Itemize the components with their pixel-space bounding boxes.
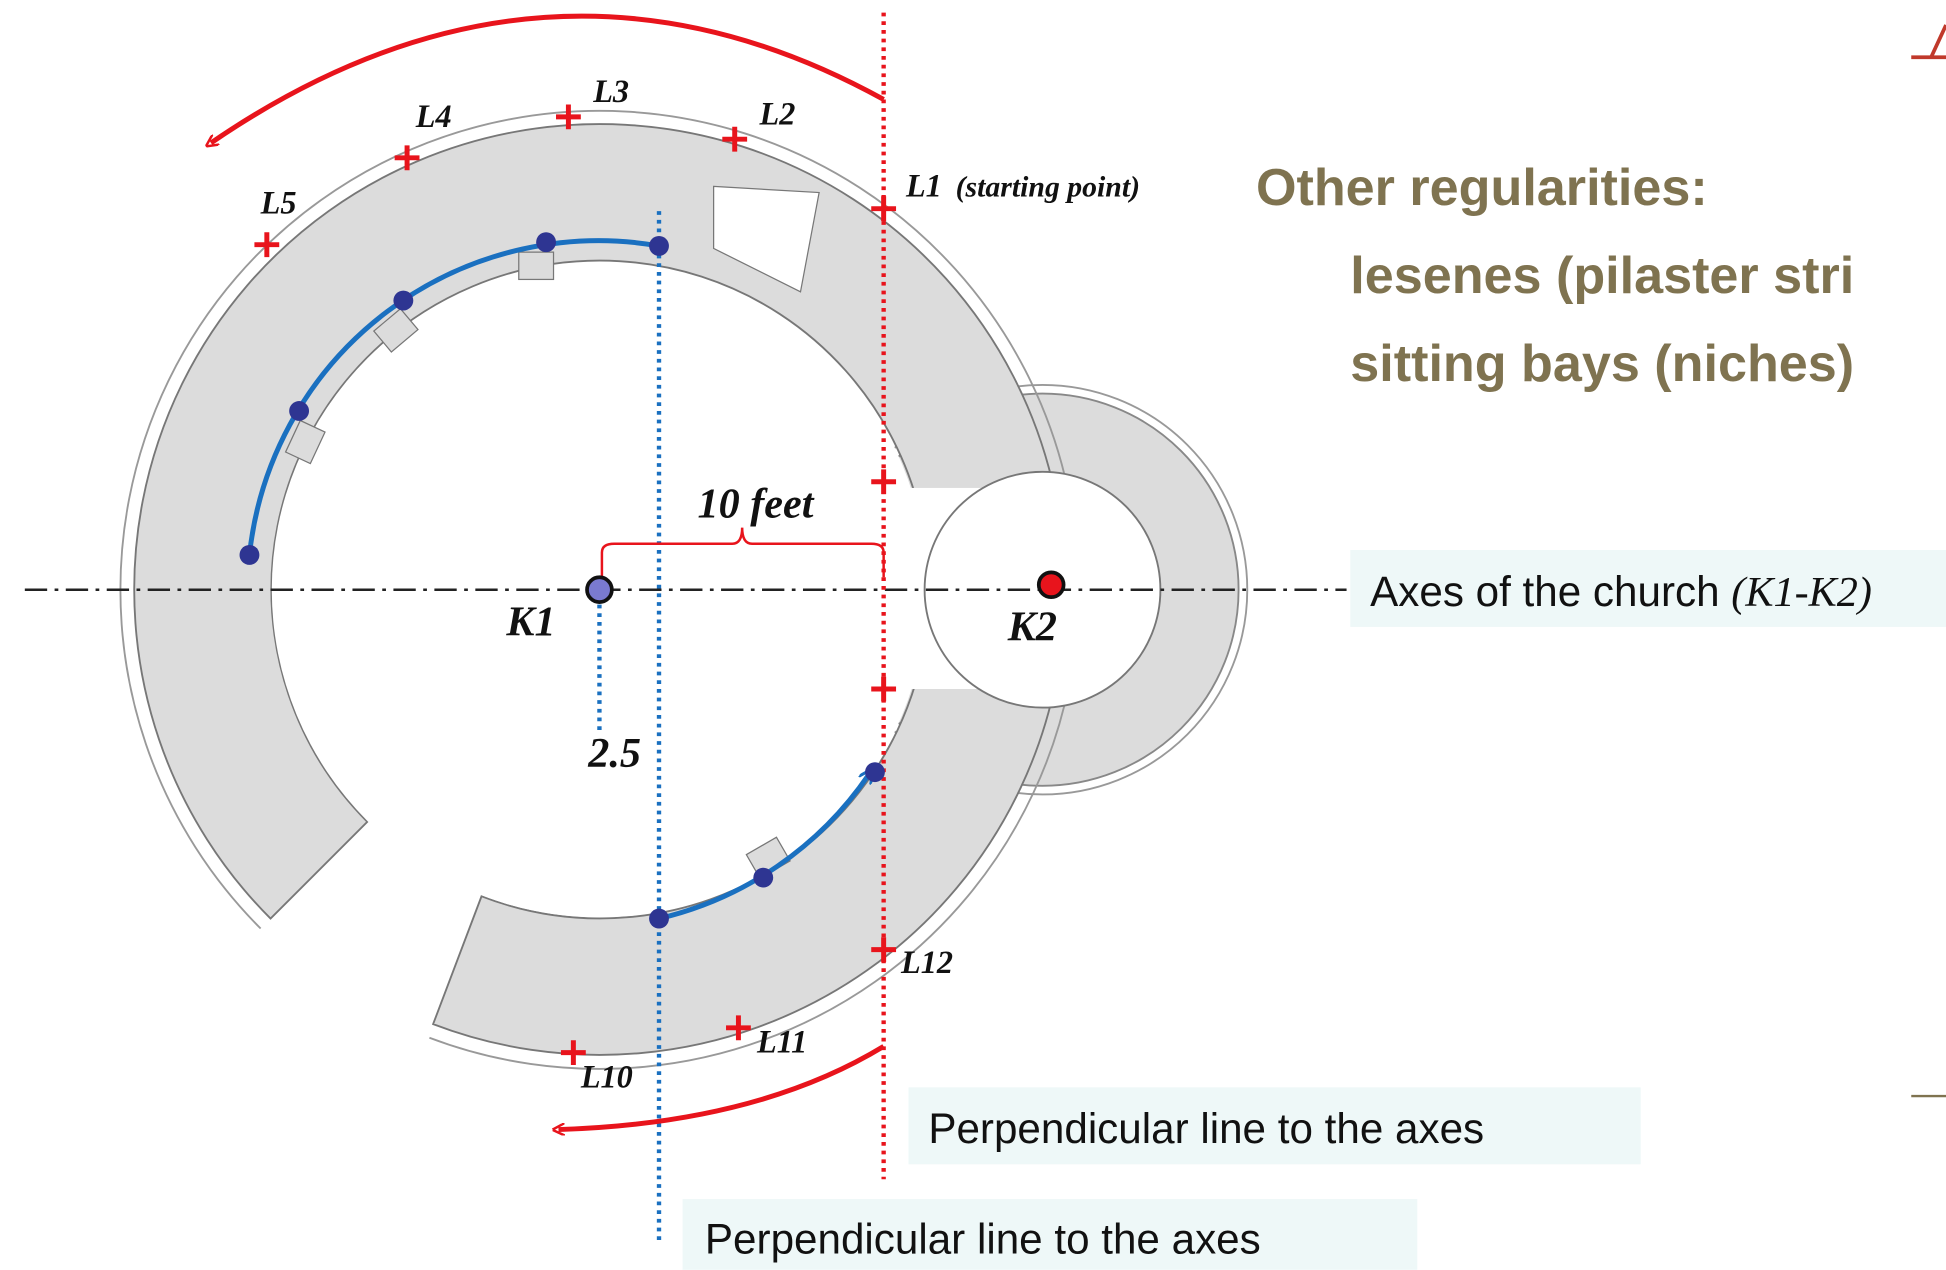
axes-note: Axes of the church (K1-K2) — [1370, 568, 1872, 616]
lesene-label: L1 — [905, 167, 942, 203]
lesene-label: L4 — [415, 98, 452, 134]
starting-point: (starting point) — [956, 170, 1140, 203]
heading-line: lesenes (pilaster stri — [1350, 247, 1854, 305]
heading: Other regularities: — [1256, 159, 1708, 217]
lesene-crosses — [254, 104, 897, 1066]
k2-point — [1036, 570, 1066, 600]
offset-label: 2.5 — [587, 730, 641, 777]
note-box — [682, 1199, 1418, 1270]
niche-points — [239, 232, 885, 929]
decoration — [1911, 24, 1946, 60]
axes-ref: (K1-K2) — [1731, 569, 1872, 616]
lesene-label: L3 — [592, 73, 629, 109]
note-box — [908, 1087, 1641, 1165]
distance-brace — [600, 527, 885, 578]
heading-line: sitting bays (niches) — [1350, 335, 1854, 393]
lesene-label: L10 — [580, 1058, 633, 1094]
lesene-label: L11 — [756, 1024, 807, 1060]
lesene-label: L12 — [900, 944, 953, 980]
center-label: K1 — [505, 599, 555, 646]
red-arrow — [211, 13, 885, 143]
red-arrow — [558, 1044, 885, 1129]
distance-label: 10 feet — [697, 481, 814, 528]
note-box — [1350, 549, 1946, 627]
lesene-label: L5 — [260, 185, 297, 221]
axes-text: Axes of the church — [1370, 568, 1719, 615]
lesene-label: L2 — [759, 95, 796, 131]
perpendicular-note: Perpendicular line to the axes — [928, 1105, 1484, 1152]
k1-point — [585, 575, 614, 604]
blue-arrow — [249, 238, 660, 555]
blue-arrow — [658, 775, 869, 922]
perpendicular-note: Perpendicular line to the axes — [705, 1216, 1261, 1263]
center-label: K2 — [1007, 604, 1057, 651]
